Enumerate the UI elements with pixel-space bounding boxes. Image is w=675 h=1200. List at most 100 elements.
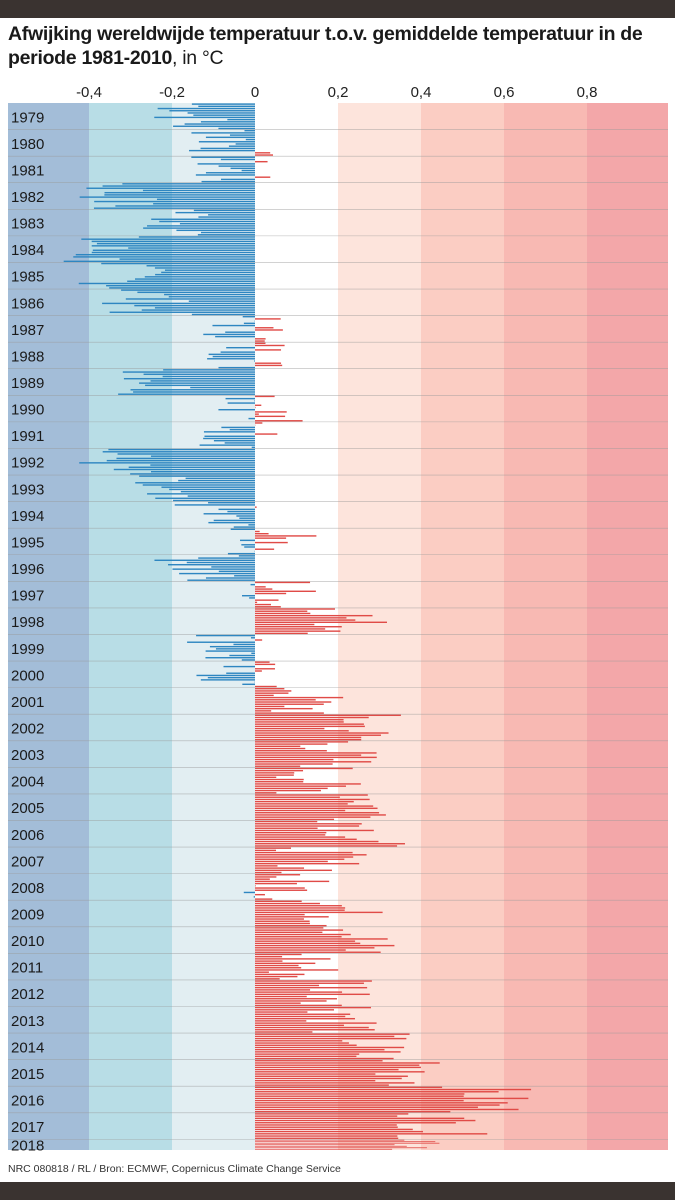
anomaly-bar xyxy=(255,1079,376,1082)
anomaly-bar xyxy=(186,561,255,564)
anomaly-bar xyxy=(255,820,318,823)
year-label-1979: 1979 xyxy=(11,109,44,126)
anomaly-bar xyxy=(255,814,386,816)
anomaly-bar xyxy=(203,437,255,440)
anomaly-bars xyxy=(63,103,532,1150)
anomaly-bar xyxy=(255,765,301,767)
anomaly-bar xyxy=(134,304,255,307)
year-label-1997: 1997 xyxy=(11,588,44,605)
anomaly-bar xyxy=(251,446,255,449)
anomaly-bar xyxy=(255,995,307,998)
anomaly-bar xyxy=(255,878,270,880)
anomaly-bar xyxy=(122,371,255,373)
anomaly-bar xyxy=(255,834,326,836)
anomaly-bar xyxy=(255,843,405,845)
anomaly-bar xyxy=(244,546,255,548)
anomaly-bar xyxy=(200,147,255,150)
source-credit: NRC 080818 / RL / Bron: ECMWF, Copernicu… xyxy=(8,1163,341,1175)
anomaly-bar xyxy=(255,933,351,936)
anomaly-bar xyxy=(156,198,255,201)
anomaly-bar xyxy=(255,794,368,796)
anomaly-bar xyxy=(255,876,277,878)
anomaly-bar xyxy=(139,382,255,384)
year-label-2017: 2017 xyxy=(11,1119,44,1136)
anomaly-bar xyxy=(244,129,255,132)
anomaly-bar xyxy=(255,707,313,710)
anomaly-bar xyxy=(178,479,255,482)
anomaly-bar xyxy=(235,143,255,145)
anomaly-bar xyxy=(199,444,255,446)
anomaly-bar xyxy=(255,807,378,810)
anomaly-bar xyxy=(212,355,255,358)
anomaly-bar xyxy=(255,900,302,903)
anomaly-bar xyxy=(255,836,346,838)
anomaly-bar xyxy=(255,1077,402,1080)
anomaly-bar xyxy=(208,353,255,356)
anomaly-bar xyxy=(255,1139,405,1141)
anomaly-bar xyxy=(255,663,276,666)
band-1 xyxy=(89,103,172,1150)
anomaly-bar xyxy=(255,1053,360,1055)
anomaly-bar xyxy=(154,116,255,119)
anomaly-bar xyxy=(255,741,349,743)
anomaly-bar xyxy=(164,269,255,271)
band-5 xyxy=(421,103,504,1150)
anomaly-bar xyxy=(255,608,335,610)
anomaly-bar xyxy=(133,391,255,393)
anomaly-bar xyxy=(255,942,361,945)
anomaly-bar xyxy=(187,641,255,643)
anomaly-bar xyxy=(255,1130,423,1133)
anomaly-bar xyxy=(96,242,256,245)
anomaly-bar xyxy=(255,699,316,701)
anomaly-bar xyxy=(255,530,260,533)
anomaly-bar xyxy=(168,564,255,566)
anomaly-bar xyxy=(203,513,255,515)
anomaly-bar xyxy=(255,668,275,670)
anomaly-bar xyxy=(255,1013,351,1015)
anomaly-bar xyxy=(218,366,255,369)
anomaly-bar xyxy=(234,575,255,577)
anomaly-bar xyxy=(255,1115,398,1117)
anomaly-bar xyxy=(109,311,255,313)
anomaly-bar xyxy=(255,732,389,734)
anomaly-bar xyxy=(255,989,311,991)
anomaly-bar xyxy=(147,225,255,227)
anomaly-bar xyxy=(255,865,278,867)
anomaly-bar xyxy=(255,738,362,741)
anomaly-bar xyxy=(255,998,337,1000)
anomaly-bar xyxy=(255,978,280,980)
anomaly-bar xyxy=(255,1057,394,1060)
anomaly-bar xyxy=(198,141,255,143)
anomaly-bar xyxy=(255,1122,456,1124)
anomaly-bar xyxy=(255,805,374,807)
anomaly-bar xyxy=(255,329,283,331)
anomaly-bar xyxy=(101,262,255,265)
anomaly-bar xyxy=(255,723,364,725)
anomaly-bar xyxy=(255,825,360,827)
anomaly-bar xyxy=(255,1088,532,1091)
year-label-2004: 2004 xyxy=(11,774,44,791)
anomaly-bar xyxy=(227,118,255,121)
anomaly-bar xyxy=(255,816,371,818)
anomaly-bar xyxy=(255,871,282,874)
anomaly-bar xyxy=(255,772,295,774)
anomaly-bar xyxy=(255,1026,369,1029)
anomaly-bar xyxy=(137,291,255,294)
anomaly-bar xyxy=(255,696,344,699)
anomaly-bar xyxy=(255,1073,376,1075)
anomaly-bar xyxy=(255,905,342,907)
anomaly-bar xyxy=(255,1002,301,1004)
anomaly-bar xyxy=(174,504,255,506)
year-label-1996: 1996 xyxy=(11,561,44,578)
anomaly-bar xyxy=(255,619,356,621)
anomaly-bar xyxy=(238,555,255,557)
anomaly-bar xyxy=(203,333,255,336)
anomaly-bar xyxy=(255,1000,327,1002)
anomaly-bar xyxy=(255,800,354,803)
anomaly-bar xyxy=(193,209,255,212)
anomaly-bar xyxy=(195,174,255,176)
anomaly-bar xyxy=(236,515,255,517)
anomaly-bar xyxy=(255,1004,342,1007)
anomaly-bar xyxy=(255,856,354,858)
anomaly-bar xyxy=(255,727,325,730)
